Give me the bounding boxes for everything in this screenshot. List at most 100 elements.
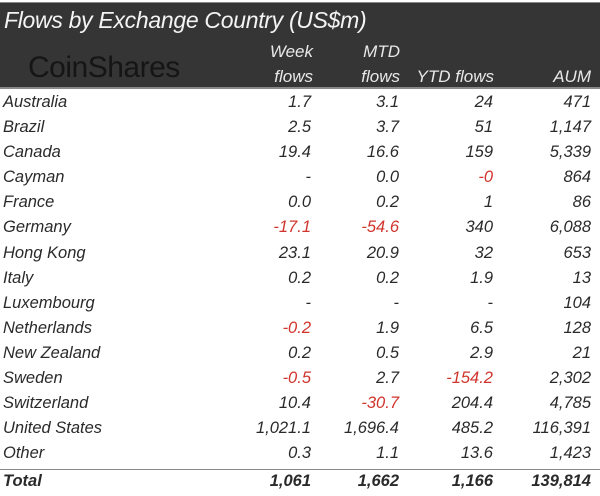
cell-country: United States <box>3 419 103 438</box>
cell-aum: 13 <box>572 268 591 287</box>
table-row: Italy 0.2 0.2 1.9 13 <box>0 267 600 292</box>
table-title: Flows by Exchange Country (US$m) <box>4 7 367 33</box>
table-row: Sweden -0.5 2.7 -154.2 2,302 <box>0 367 600 392</box>
cell-week-flows: 1,061 <box>269 472 311 491</box>
cell-country: Australia <box>3 93 68 111</box>
cell-aum: 653 <box>563 243 591 262</box>
cell-country: Netherlands <box>3 318 92 337</box>
cell-week-flows: 1,021.1 <box>255 419 311 438</box>
table-row: Canada 19.4 16.6 159 5,339 <box>0 141 600 166</box>
table-body: Australia 1.7 3.1 24 471 Brazil 2.5 3.7 51 1,147 C… <box>0 91 600 496</box>
cell-aum: 86 <box>572 193 591 212</box>
cell-mtd-flows: 0.2 <box>376 268 399 287</box>
cell-aum: 5,339 <box>549 143 591 162</box>
cell-aum: 116,391 <box>532 419 591 438</box>
cell-week-flows: 2.5 <box>288 118 311 137</box>
cell-week-flows: - <box>305 293 312 312</box>
cell-ytd-flows: - <box>487 293 494 312</box>
cell-ytd-flows: 6.5 <box>470 318 493 337</box>
cell-mtd-flows: 16.6 <box>366 143 399 162</box>
table-row: Hong Kong 23.1 20.9 32 653 <box>0 242 600 267</box>
cell-country: Other <box>3 444 45 463</box>
cell-ytd-flows: 24 <box>474 93 493 111</box>
cell-ytd-flows: 204.4 <box>451 394 493 413</box>
cell-aum: 471 <box>563 93 591 111</box>
cell-aum: 1,423 <box>549 444 591 463</box>
cell-aum: 6,088 <box>549 218 591 237</box>
cell-aum: 4,785 <box>549 394 591 413</box>
cell-week-flows: - <box>305 168 312 187</box>
cell-week-flows: 19.4 <box>278 143 311 162</box>
cell-mtd-flows: 1,696.4 <box>343 419 399 438</box>
cell-week-flows: 23.1 <box>278 243 311 262</box>
column-header-line: flows <box>361 67 400 86</box>
cell-mtd-flows: 0.2 <box>376 193 399 212</box>
cell-week-flows: 0.2 <box>288 343 311 362</box>
table-row: United States 1,021.1 1,696.4 485.2 116,391 <box>0 417 600 442</box>
cell-week-flows: -17.1 <box>273 218 311 237</box>
cell-mtd-flows: 3.7 <box>376 118 399 137</box>
total-row: Total 1,061 1,662 1,166 139,814 <box>0 469 600 495</box>
cell-week-flows: 0.2 <box>288 268 311 287</box>
cell-mtd-flows: 3.1 <box>376 93 399 111</box>
cell-aum: 128 <box>563 318 591 337</box>
cell-week-flows: -0.2 <box>282 318 311 337</box>
cell-ytd-flows: 2.9 <box>470 343 493 362</box>
cell-mtd-flows: 2.7 <box>376 369 399 388</box>
coinshares-logo: CoinShares <box>28 51 180 84</box>
cell-mtd-flows: -54.6 <box>361 218 399 237</box>
cell-week-flows: 0.0 <box>288 193 311 212</box>
cell-ytd-flows: 32 <box>474 243 493 262</box>
cell-aum: 2,302 <box>549 369 591 388</box>
column-header-aum: AUM <box>553 67 591 86</box>
table-row: France 0.0 0.2 1 86 <box>0 191 600 216</box>
table-row: Australia 1.7 3.1 24 471 <box>0 91 600 116</box>
cell-ytd-flows: 51 <box>474 118 493 137</box>
cell-country: Switzerland <box>3 394 89 413</box>
cell-week-flows: 1.7 <box>288 93 311 111</box>
cell-ytd-flows: 1.9 <box>470 268 493 287</box>
cell-ytd-flows: -154.2 <box>446 369 493 388</box>
cell-mtd-flows: 0.0 <box>376 168 399 187</box>
cell-country: New Zealand <box>3 343 101 362</box>
cell-mtd-flows: 1.1 <box>376 444 399 463</box>
cell-week-flows: 10.4 <box>278 394 311 413</box>
table-header: Flows by Exchange Country (US$m) CoinSha… <box>0 2 600 89</box>
cell-week-flows: -0.5 <box>282 369 311 388</box>
table-row: Switzerland 10.4 -30.7 204.4 4,785 <box>0 392 600 417</box>
cell-country: Canada <box>3 143 61 162</box>
table-row: Luxembourg - - - 104 <box>0 292 600 317</box>
cell-aum: 864 <box>563 168 591 187</box>
column-header-line: flows <box>274 67 313 86</box>
cell-mtd-flows: - <box>393 293 400 312</box>
table-row: Other 0.3 1.1 13.6 1,423 <box>0 442 600 467</box>
cell-country: Brazil <box>3 118 45 137</box>
cell-ytd-flows: 13.6 <box>460 444 493 463</box>
cell-mtd-flows: 1.9 <box>376 318 399 337</box>
cell-ytd-flows: 1,166 <box>451 472 493 491</box>
cell-country: Hong Kong <box>3 243 86 262</box>
table-row: Germany -17.1 -54.6 340 6,088 <box>0 216 600 241</box>
cell-mtd-flows: -30.7 <box>361 394 399 413</box>
cell-aum: 1,147 <box>549 118 591 137</box>
column-header-line: Week <box>269 42 313 61</box>
cell-country: Germany <box>3 218 71 237</box>
cell-mtd-flows: 20.9 <box>366 243 399 262</box>
cell-ytd-flows: 1 <box>483 193 493 212</box>
column-header-ytd-flows: YTD flows <box>416 67 494 86</box>
column-header-mtd-flows: MTD flows <box>361 39 400 89</box>
cell-mtd-flows: 1,662 <box>357 472 399 491</box>
cell-ytd-flows: -0 <box>478 168 493 187</box>
cell-ytd-flows: 159 <box>465 143 493 162</box>
cell-aum: 104 <box>563 293 591 312</box>
cell-week-flows: 0.3 <box>288 444 311 463</box>
cell-aum: 21 <box>572 343 591 362</box>
cell-country: Sweden <box>3 369 63 388</box>
cell-mtd-flows: 0.5 <box>376 343 399 362</box>
cell-country: Luxembourg <box>3 293 95 312</box>
cell-ytd-flows: 485.2 <box>451 419 493 438</box>
table-row: Netherlands -0.2 1.9 6.5 128 <box>0 317 600 342</box>
cell-ytd-flows: 340 <box>465 218 493 237</box>
table-row: Brazil 2.5 3.7 51 1,147 <box>0 116 600 141</box>
cell-country: Italy <box>3 268 34 287</box>
